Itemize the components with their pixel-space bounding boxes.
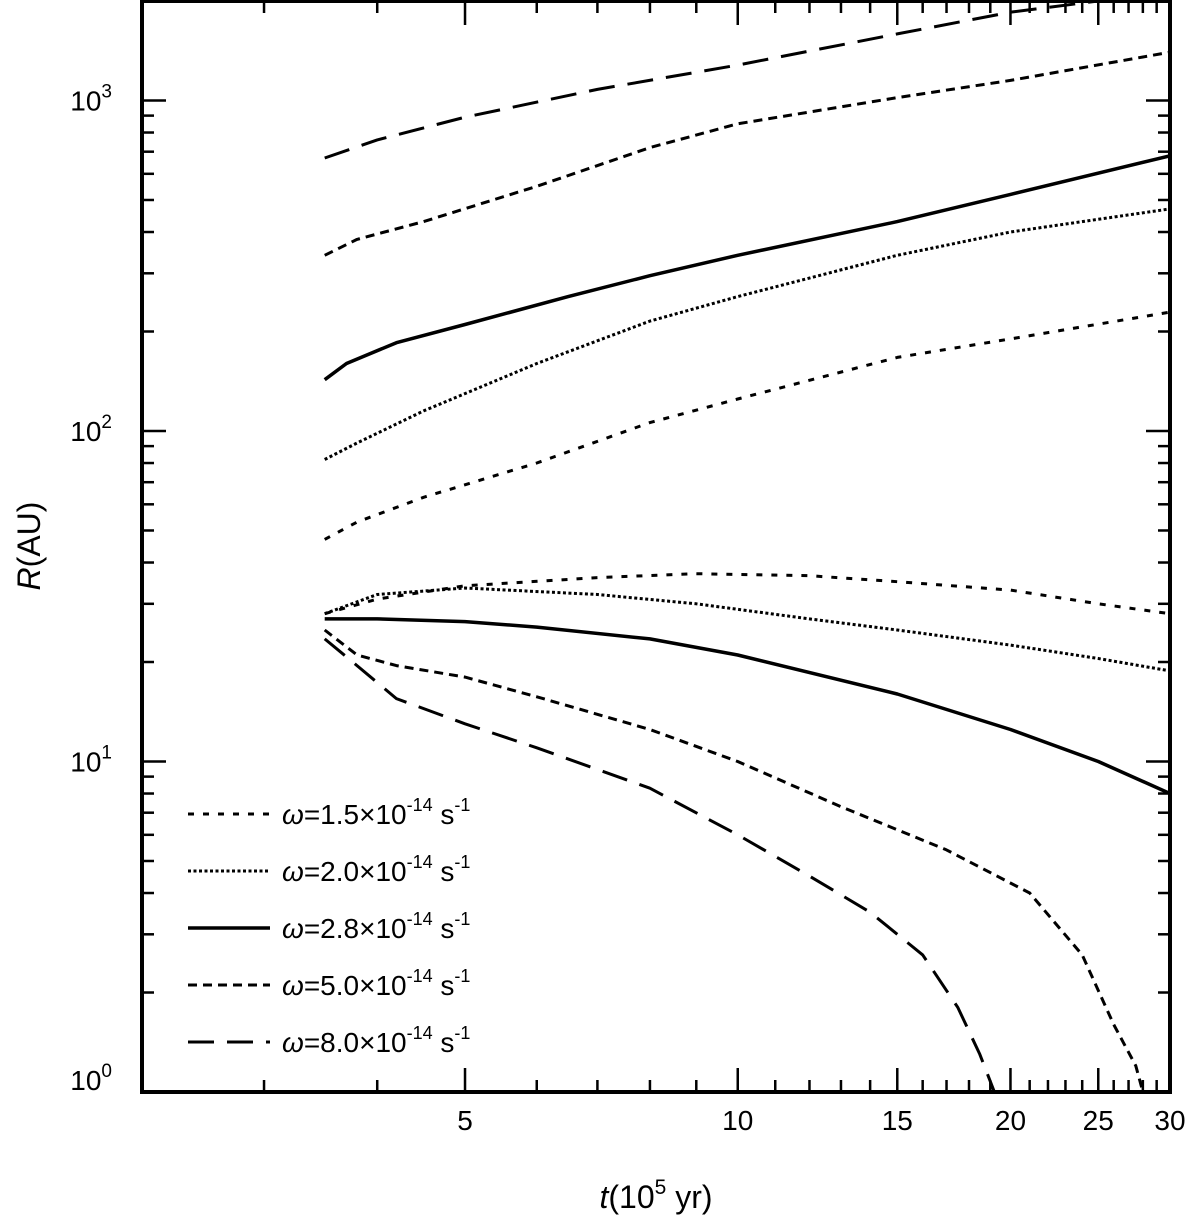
series-4-branch-2-line	[323, 628, 1145, 1092]
x-tick-label: 5	[457, 1105, 473, 1136]
x-tick-label: 15	[882, 1105, 913, 1136]
series-3-branch-1-line	[323, 154, 1170, 382]
series-5-branch-1-line	[324, 1, 1170, 160]
x-tick-label: 20	[995, 1105, 1026, 1136]
series-2-branch-1-line	[324, 207, 1170, 461]
y-axis-label: R(AU)	[11, 502, 47, 591]
x-tick-label: 25	[1083, 1105, 1114, 1136]
y-tick-label: 101	[70, 742, 112, 777]
legend-label-4: ω=5.0×10-14 s-1	[282, 966, 470, 1001]
series-3-branch-2-line	[324, 617, 1170, 796]
legend-item-5: ω=8.0×10-14 s-1	[188, 1023, 470, 1058]
legend: ω=1.5×10-14 s-1 ω=2.0×10-14 s-1 ω=2.8×10-1…	[188, 795, 470, 1058]
legend-label-5: ω=8.0×10-14 s-1	[282, 1023, 470, 1058]
legend-label-2: ω=2.0×10-14 s-1	[282, 852, 470, 887]
legend-label-3: ω=2.8×10-14 s-1	[282, 909, 470, 944]
series-5-branch-2-line	[323, 637, 996, 1092]
x-tick-label: 10	[722, 1105, 753, 1136]
tick-layer	[142, 0, 1172, 1094]
legend-label-1: ω=1.5×10-14 s-1	[282, 795, 470, 830]
x-axis-label: t(105 yr)	[599, 1176, 712, 1215]
series-2-branch-2-line	[324, 586, 1170, 673]
series-layer	[323, 1, 1170, 1092]
y-tick-label: 103	[70, 81, 112, 116]
legend-item-1: ω=1.5×10-14 s-1	[188, 795, 470, 830]
y-tick-label: 100	[70, 1061, 112, 1096]
series-1-branch-2-line	[324, 572, 1170, 616]
y-tick-label: 102	[70, 412, 112, 447]
plot-frame	[140, 0, 1172, 1094]
label-layer: 5 10 15 20 25 30 100 101 102 103 t(105 yr) R(AU)	[11, 81, 1186, 1215]
legend-item-2: ω=2.0×10-14 s-1	[188, 852, 470, 887]
legend-item-3: ω=2.8×10-14 s-1	[188, 909, 470, 944]
series-1-branch-1-line	[323, 310, 1170, 541]
legend-item-4: ω=5.0×10-14 s-1	[188, 966, 470, 1001]
x-tick-label: 30	[1154, 1105, 1185, 1136]
series-4-branch-1-line	[324, 50, 1170, 257]
